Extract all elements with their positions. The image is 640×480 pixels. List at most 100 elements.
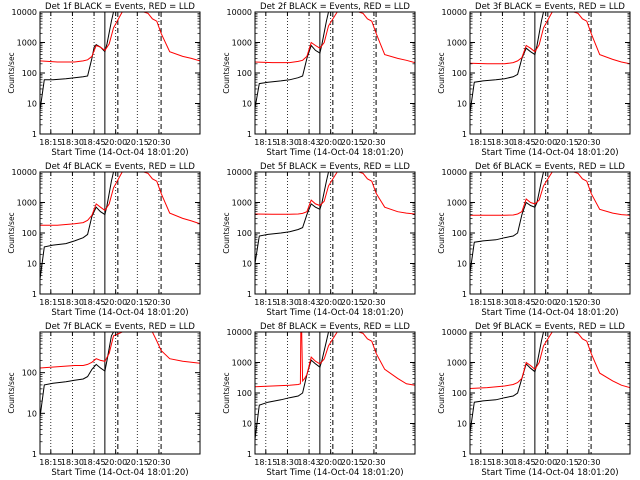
y-axis-label: Counts/sec bbox=[222, 212, 231, 253]
x-tick-label: 20:00 bbox=[104, 298, 127, 307]
x-tick-label: 20:30 bbox=[362, 298, 385, 307]
y-tick-label: 1 bbox=[247, 450, 252, 459]
x-tick-label: 18:45 bbox=[83, 298, 106, 307]
x-tick-label: 20:30 bbox=[577, 298, 600, 307]
plot-frame bbox=[469, 171, 631, 295]
series-line-lld bbox=[470, 12, 630, 65]
plot-frame bbox=[254, 11, 416, 135]
x-tick-label: 20:00 bbox=[319, 458, 342, 467]
y-tick-label: 10000 bbox=[227, 328, 252, 337]
y-tick-label: 1000 bbox=[17, 39, 37, 48]
x-tick-label: 20:15 bbox=[341, 298, 364, 307]
detector-panel: Det 8f BLACK = Events, RED = LLD 1 10 100 10… bbox=[222, 322, 416, 478]
y-tick-label: 100 bbox=[237, 69, 252, 78]
x-tick-label: 18:15 bbox=[469, 138, 492, 147]
y-tick-label: 100 bbox=[237, 229, 252, 238]
y-tick-label: 100 bbox=[452, 69, 467, 78]
x-tick-label: 20:15 bbox=[556, 298, 579, 307]
y-tick-label: 100 bbox=[22, 369, 37, 378]
x-tick-label: 20:30 bbox=[147, 138, 170, 147]
x-tick-label: 18:15 bbox=[469, 458, 492, 467]
x-axis-label: Start Time (14-Oct-04 18:01:20) bbox=[51, 468, 188, 478]
series-line-lld bbox=[470, 332, 630, 389]
y-tick-label: 1000 bbox=[447, 199, 467, 208]
series-line-lld bbox=[255, 332, 415, 388]
series-line-lld bbox=[255, 172, 415, 215]
y-tick-label: 1 bbox=[247, 290, 252, 299]
series-line-events bbox=[470, 172, 544, 273]
x-tick-label: 18:15 bbox=[254, 458, 277, 467]
x-tick-label: 18:45 bbox=[83, 138, 106, 147]
y-tick-label: 1 bbox=[462, 450, 467, 459]
x-tick-label: 20:00 bbox=[104, 138, 127, 147]
panel-title: Det 4f BLACK = Events, RED = LLD bbox=[45, 162, 195, 172]
x-axis-label: Start Time (14-Oct-04 18:01:20) bbox=[481, 308, 618, 318]
x-tick-label: 20:30 bbox=[147, 458, 170, 467]
y-tick-label: 10000 bbox=[442, 8, 467, 17]
plot-frame bbox=[254, 331, 416, 455]
x-tick-label: 18:30 bbox=[276, 138, 299, 147]
x-tick-label: 20:00 bbox=[534, 298, 557, 307]
detector-panel: Det 1f BLACK = Events, RED = LLD 1 10 100 10… bbox=[7, 2, 201, 158]
y-tick-label: 100 bbox=[452, 229, 467, 238]
series-line-events bbox=[255, 332, 329, 440]
panel-title: Det 6f BLACK = Events, RED = LLD bbox=[475, 162, 625, 172]
y-axis-label: Counts/sec bbox=[437, 372, 446, 413]
y-tick-label: 10 bbox=[27, 100, 37, 109]
y-tick-label: 1 bbox=[32, 130, 37, 139]
y-tick-label: 10000 bbox=[227, 8, 252, 17]
panel-title: Det 5f BLACK = Events, RED = LLD bbox=[260, 162, 410, 172]
y-tick-label: 1000 bbox=[232, 359, 252, 368]
y-axis-label: Counts/sec bbox=[222, 372, 231, 413]
plot-frame bbox=[39, 171, 201, 295]
x-tick-label: 18:30 bbox=[276, 298, 299, 307]
y-axis-label: Counts/sec bbox=[7, 52, 16, 93]
series-line-events bbox=[40, 12, 114, 111]
x-tick-label: 18:30 bbox=[276, 458, 299, 467]
y-tick-label: 10 bbox=[242, 100, 252, 109]
y-tick-label: 10 bbox=[27, 260, 37, 269]
x-tick-label: 18:30 bbox=[491, 298, 514, 307]
series-line-events bbox=[470, 332, 544, 433]
y-tick-label: 1000 bbox=[232, 199, 252, 208]
y-tick-label: 1 bbox=[32, 450, 37, 459]
x-tick-label: 18:15 bbox=[469, 298, 492, 307]
panel-title: Det 7f BLACK = Events, RED = LLD bbox=[45, 322, 195, 332]
x-tick-label: 20:15 bbox=[556, 138, 579, 147]
x-tick-label: 20:30 bbox=[577, 138, 600, 147]
y-axis-label: Counts/sec bbox=[222, 52, 231, 93]
x-tick-label: 20:15 bbox=[556, 458, 579, 467]
detector-panel: Det 3f BLACK = Events, RED = LLD 1 10 100 10… bbox=[437, 2, 631, 158]
x-tick-label: 20:00 bbox=[534, 458, 557, 467]
plot-frame bbox=[39, 11, 201, 135]
y-axis-label: Counts/sec bbox=[7, 372, 16, 413]
x-tick-label: 20:15 bbox=[126, 458, 149, 467]
y-tick-label: 1000 bbox=[447, 359, 467, 368]
x-tick-label: 18:15 bbox=[39, 298, 62, 307]
series-line-events bbox=[40, 332, 114, 418]
detector-panel: Det 7f BLACK = Events, RED = LLD 1 10 100 18… bbox=[7, 322, 201, 478]
detector-panel: Det 6f BLACK = Events, RED = LLD 1 10 100 10… bbox=[437, 162, 631, 318]
y-tick-label: 10000 bbox=[442, 328, 467, 337]
plot-frame bbox=[469, 331, 631, 455]
plot-frame bbox=[469, 11, 631, 135]
y-tick-label: 10000 bbox=[12, 168, 37, 177]
y-tick-label: 100 bbox=[22, 229, 37, 238]
y-tick-label: 10 bbox=[457, 260, 467, 269]
y-tick-label: 100 bbox=[452, 389, 467, 398]
plot-frame bbox=[39, 331, 201, 455]
panel-title: Det 8f BLACK = Events, RED = LLD bbox=[260, 322, 410, 332]
y-axis-label: Counts/sec bbox=[7, 212, 16, 253]
y-tick-label: 1 bbox=[462, 130, 467, 139]
x-axis-label: Start Time (14-Oct-04 18:01:20) bbox=[266, 148, 403, 158]
x-tick-label: 18:30 bbox=[491, 138, 514, 147]
series-line-lld bbox=[40, 332, 200, 369]
detector-panel: Det 5f BLACK = Events, RED = LLD 1 10 100 10… bbox=[222, 162, 416, 318]
x-tick-label: 18:43 bbox=[298, 458, 321, 467]
x-tick-label: 18:45 bbox=[513, 138, 536, 147]
x-tick-label: 18:30 bbox=[61, 458, 84, 467]
detector-panel: Det 2f BLACK = Events, RED = LLD 1 10 100 10… bbox=[222, 2, 416, 158]
x-tick-label: 18:43 bbox=[298, 298, 321, 307]
x-tick-label: 20:30 bbox=[362, 458, 385, 467]
y-tick-label: 100 bbox=[237, 389, 252, 398]
